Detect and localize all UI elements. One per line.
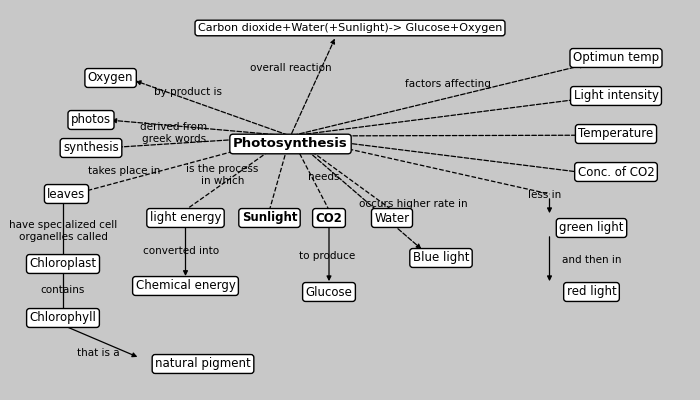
Text: Glucose: Glucose — [306, 286, 352, 298]
Text: natural pigment: natural pigment — [155, 358, 251, 370]
Text: red light: red light — [566, 286, 617, 298]
Text: and then in: and then in — [561, 255, 622, 265]
Text: to produce: to produce — [300, 251, 356, 261]
Text: Oxygen: Oxygen — [88, 72, 133, 84]
Text: Light intensity: Light intensity — [573, 90, 659, 102]
Text: Chlorophyll: Chlorophyll — [29, 312, 97, 324]
Text: takes place in: takes place in — [88, 166, 161, 176]
Text: overall reaction: overall reaction — [250, 63, 331, 73]
Text: factors affecting: factors affecting — [405, 79, 491, 89]
Text: light energy: light energy — [150, 212, 221, 224]
Text: have specialized cell
organelles called: have specialized cell organelles called — [9, 220, 117, 242]
Text: Blue light: Blue light — [413, 252, 469, 264]
Text: contains: contains — [41, 285, 85, 295]
Text: Carbon dioxide+Water(+Sunlight)-> Glucose+Oxygen: Carbon dioxide+Water(+Sunlight)-> Glucos… — [198, 23, 502, 33]
Text: that is a: that is a — [77, 348, 119, 358]
Text: by product is: by product is — [153, 87, 222, 97]
Text: Sunlight: Sunlight — [241, 212, 298, 224]
Text: is the process
in which: is the process in which — [186, 164, 259, 186]
Text: converted into: converted into — [143, 246, 218, 256]
Text: Temperature: Temperature — [578, 128, 654, 140]
Text: needs: needs — [309, 172, 340, 182]
Text: Optimun temp: Optimun temp — [573, 52, 659, 64]
Text: Chloroplast: Chloroplast — [29, 258, 97, 270]
Text: CO2: CO2 — [316, 212, 342, 224]
Text: leaves: leaves — [48, 188, 85, 200]
Text: synthesis: synthesis — [63, 142, 119, 154]
Text: Water: Water — [374, 212, 409, 224]
Text: green light: green light — [559, 222, 624, 234]
Text: derived from
greek words: derived from greek words — [140, 122, 207, 144]
Text: Conc. of CO2: Conc. of CO2 — [578, 166, 655, 178]
Text: Photosynthesis: Photosynthesis — [233, 138, 348, 150]
Text: less in: less in — [528, 190, 561, 200]
Text: photos: photos — [71, 114, 111, 126]
Text: Chemical energy: Chemical energy — [136, 280, 235, 292]
Text: occurs higher rate in: occurs higher rate in — [358, 199, 468, 209]
